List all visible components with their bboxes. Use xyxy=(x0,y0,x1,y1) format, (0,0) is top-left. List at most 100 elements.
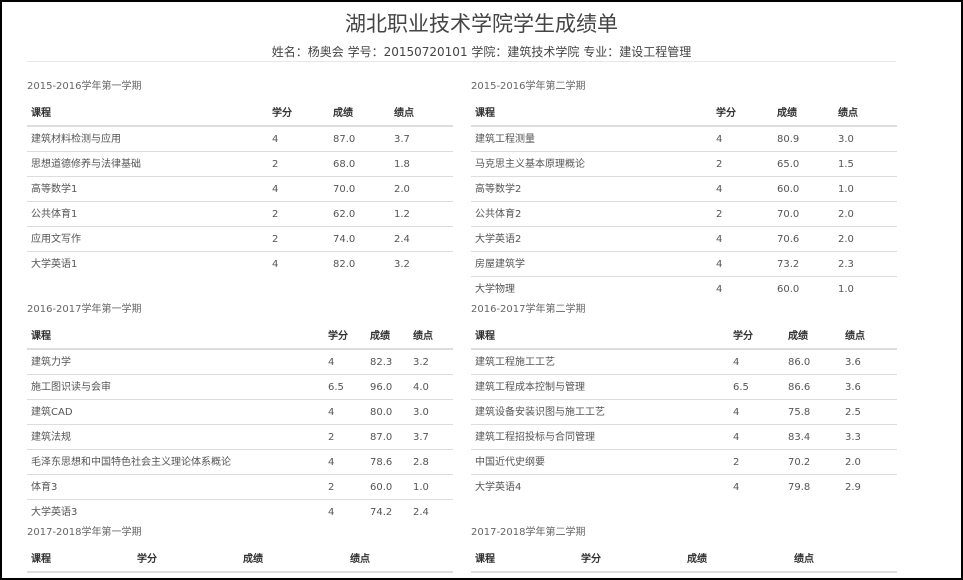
table-row: 思想道德修养与法律基础 2 68.0 1.8 xyxy=(27,152,453,177)
header-score: 成绩 xyxy=(370,331,390,342)
cell-course: 大学英语4 xyxy=(475,482,522,493)
cell-gpa: 1.0 xyxy=(838,184,854,195)
table-row: 大学英语2 4 70.6 2.0 xyxy=(471,227,897,252)
table-row: 建筑工程测量 4 80.9 3.0 xyxy=(471,127,897,152)
cell-score: 78.6 xyxy=(370,457,393,468)
cell-gpa: 3.7 xyxy=(394,134,410,145)
cell-score: 70.6 xyxy=(777,234,800,245)
table-row: 建筑CAD 4 80.0 3.0 xyxy=(27,400,453,425)
header-score: 成绩 xyxy=(777,108,797,119)
cell-credit: 2 xyxy=(328,482,335,493)
page-title: 湖北职业技术学院学生成绩单 xyxy=(345,12,618,36)
cell-course: 大学英语2 xyxy=(475,234,522,245)
cell-score: 75.8 xyxy=(788,407,811,418)
grades-table: 课程 学分 成绩 绩点 建筑工程测量 4 80.9 3.0 马克思主义基本原理概论 2 65.0 1.… xyxy=(471,101,897,302)
header-credit: 学分 xyxy=(733,331,753,342)
cell-credit: 2 xyxy=(716,159,723,170)
cell-gpa: 2.5 xyxy=(845,407,861,418)
cell-score: 70.2 xyxy=(788,457,811,468)
cell-gpa: 1.0 xyxy=(413,482,429,493)
cell-gpa: 2.0 xyxy=(394,184,410,195)
cell-course: 应用文写作 xyxy=(31,234,81,245)
table-row: 建筑工程招投标与合同管理 4 83.4 3.3 xyxy=(471,425,897,450)
header-score: 成绩 xyxy=(788,331,808,342)
table-row: 体育3 2 60.0 1.0 xyxy=(27,475,453,500)
cell-credit: 4 xyxy=(328,507,335,518)
cell-score: 80.9 xyxy=(777,134,800,145)
cell-credit: 4 xyxy=(733,357,740,368)
cell-course: 建筑工程测量 xyxy=(475,134,535,145)
header-course: 课程 xyxy=(475,108,495,119)
header-score: 成绩 xyxy=(243,554,263,565)
table-row: 毛泽东思想和中国特色社会主义理论体系概论 4 78.6 2.8 xyxy=(27,450,453,475)
cell-credit: 4 xyxy=(716,284,723,295)
cell-credit: 2 xyxy=(328,432,335,443)
cell-score: 87.0 xyxy=(333,134,356,145)
cell-gpa: 2.0 xyxy=(838,234,854,245)
cell-gpa: 3.6 xyxy=(845,357,861,368)
table-row: 建筑工程成本控制与管理 6.5 86.6 3.6 xyxy=(471,375,897,400)
cell-course: 大学英语3 xyxy=(31,507,78,518)
table-row: 马克思主义基本原理概论 2 65.0 1.5 xyxy=(471,152,897,177)
cell-course: 马克思主义基本原理概论 xyxy=(475,159,585,170)
cell-credit: 6.5 xyxy=(733,382,749,393)
cell-course: 公共体育1 xyxy=(31,209,78,220)
cell-score: 68.0 xyxy=(333,159,356,170)
cell-course: 大学英语1 xyxy=(31,259,78,270)
grades-table: 课程 学分 成绩 绩点 建筑力学 4 82.3 3.2 施工图识读与会审 6.5 96.0 4.0 建筑… xyxy=(27,324,453,525)
cell-credit: 6.5 xyxy=(328,382,344,393)
cell-gpa: 2.4 xyxy=(394,234,410,245)
header-course: 课程 xyxy=(31,108,51,119)
table-row: 建筑设备安装识图与施工工艺 4 75.8 2.5 xyxy=(471,400,897,425)
semester-title: 2016-2017学年第二学期 xyxy=(471,304,586,315)
cell-credit: 4 xyxy=(733,407,740,418)
table-header: 课程 学分 成绩 绩点 xyxy=(471,547,897,573)
header-course: 课程 xyxy=(31,554,51,565)
header-credit: 学分 xyxy=(716,108,736,119)
cell-gpa: 1.8 xyxy=(394,159,410,170)
cell-credit: 4 xyxy=(272,184,279,195)
cell-course: 房屋建筑学 xyxy=(475,259,525,270)
cell-gpa: 4.0 xyxy=(413,382,429,393)
header-gpa: 绩点 xyxy=(794,554,814,565)
cell-credit: 4 xyxy=(328,357,335,368)
cell-credit: 4 xyxy=(716,134,723,145)
table-header: 课程 学分 成绩 绩点 xyxy=(27,101,453,127)
cell-course: 高等数学2 xyxy=(475,184,522,195)
semester-panel: 2015-2016学年第一学期 课程 学分 成绩 绩点 建筑材料检测与应用 4 87.0 3.7… xyxy=(27,80,453,277)
cell-score: 73.2 xyxy=(777,259,800,270)
table-row: 公共体育2 2 70.0 2.0 xyxy=(471,202,897,227)
table-row: 高等数学1 4 70.0 2.0 xyxy=(27,177,453,202)
cell-gpa: 3.2 xyxy=(394,259,410,270)
cell-credit: 4 xyxy=(716,184,723,195)
semester-title: 2015-2016学年第一学期 xyxy=(27,81,142,92)
cell-gpa: 2.4 xyxy=(413,507,429,518)
cell-score: 62.0 xyxy=(333,209,356,220)
cell-course: 建筑设备安装识图与施工工艺 xyxy=(475,407,605,418)
cell-credit: 4 xyxy=(328,407,335,418)
student-info: 姓名：杨奥会 学号：20150720101 学院：建筑技术学院 专业：建设工程管… xyxy=(271,45,692,59)
semester-panel: 2016-2017学年第一学期 课程 学分 成绩 绩点 建筑力学 4 82.3 3.2 施工图识读… xyxy=(27,303,453,525)
table-row: 大学英语1 4 82.0 3.2 xyxy=(27,252,453,277)
cell-course: 大学物理 xyxy=(475,284,515,295)
header-course: 课程 xyxy=(475,331,495,342)
cell-course: 高等数学1 xyxy=(31,184,78,195)
header-gpa: 绩点 xyxy=(845,331,865,342)
cell-gpa: 3.2 xyxy=(413,357,429,368)
semester-panel: 2017-2018学年第二学期 课程 学分 成绩 绩点 xyxy=(471,526,897,573)
cell-score: 70.0 xyxy=(777,209,800,220)
cell-score: 65.0 xyxy=(777,159,800,170)
semester-panel: 2017-2018学年第一学期 课程 学分 成绩 绩点 xyxy=(27,526,453,573)
semester-panel: 2016-2017学年第二学期 课程 学分 成绩 绩点 建筑工程施工工艺 4 86.0 3.6 建… xyxy=(471,303,897,500)
header-credit: 学分 xyxy=(581,554,601,565)
cell-score: 82.0 xyxy=(333,259,356,270)
cell-credit: 2 xyxy=(733,457,740,468)
table-row: 公共体育1 2 62.0 1.2 xyxy=(27,202,453,227)
cell-gpa: 3.0 xyxy=(413,407,429,418)
cell-score: 79.8 xyxy=(788,482,811,493)
table-row: 建筑材料检测与应用 4 87.0 3.7 xyxy=(27,127,453,152)
header-gpa: 绩点 xyxy=(394,108,414,119)
header-gpa: 绩点 xyxy=(413,331,433,342)
grades-table: 课程 学分 成绩 绩点 xyxy=(471,547,897,573)
